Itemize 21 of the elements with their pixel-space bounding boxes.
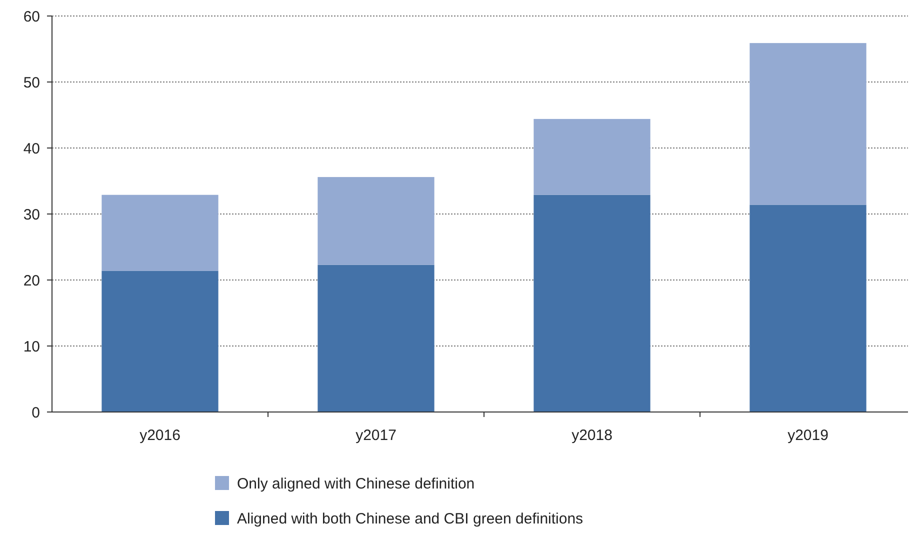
bar (750, 43, 866, 205)
bar (318, 264, 434, 412)
legend-label: Aligned with both Chinese and CBI green definitions (237, 510, 584, 528)
bar (102, 194, 218, 271)
x-tick-label: y2019 (788, 427, 828, 444)
bar (750, 204, 866, 412)
y-tick-label: 0 (32, 404, 40, 422)
legend-label: Only aligned with Chinese definition (237, 475, 475, 492)
y-tick-label: 30 (23, 206, 40, 224)
y-tick-label: 10 (23, 338, 40, 356)
y-tick-label: 20 (23, 272, 40, 290)
x-tick-label: y2016 (140, 427, 180, 444)
x-tick-label: y2018 (572, 427, 612, 444)
x-tick-label: y2017 (356, 427, 396, 444)
y-tick-label: 50 (23, 74, 40, 92)
bar (534, 118, 650, 195)
bar (534, 194, 650, 412)
bar (102, 270, 218, 412)
y-tick-label: 60 (23, 8, 40, 26)
y-tick-label: 40 (23, 140, 40, 158)
bar (318, 177, 434, 265)
